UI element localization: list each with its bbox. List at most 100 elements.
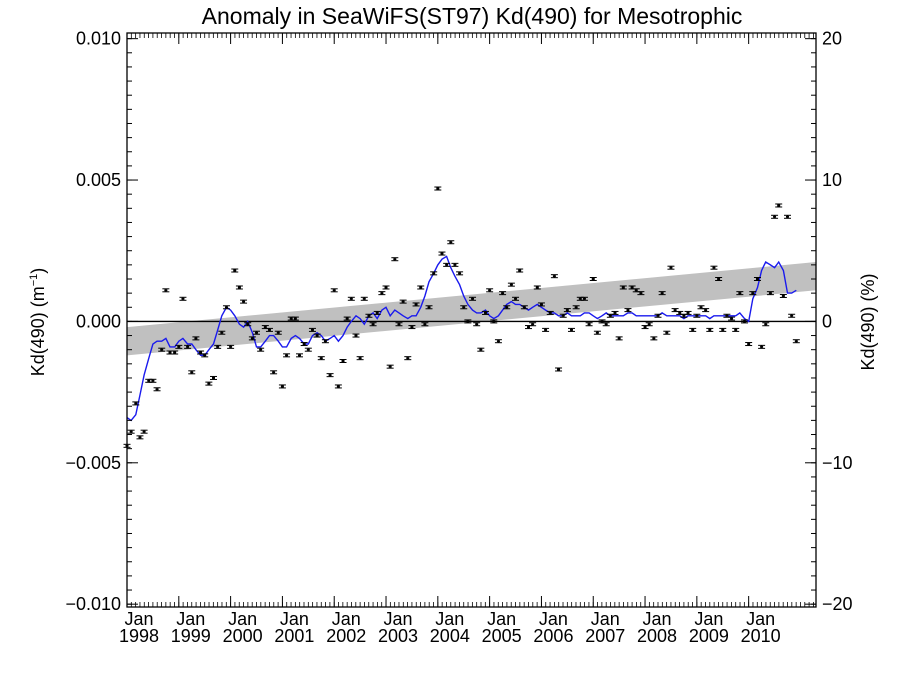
data-point [758,344,766,349]
y-tick-label-right: −20 [822,594,853,614]
axes-layer: −0.010 −0.005 0.000 0.005 0.010 −20 −10 0 10 20 Ja… [65,29,852,646]
y-tick-label-right: −10 [822,453,853,473]
data-point [520,305,528,310]
data-point [728,316,736,321]
data-point [516,268,524,273]
data-point [222,305,230,310]
data-point [399,299,407,304]
data-point [296,353,304,358]
data-point [771,214,779,219]
data-point [231,268,239,273]
plot-frame [126,32,817,608]
data-point [321,339,329,344]
x-tick-label: Jan 1999 [171,609,211,646]
chart-title: Anomaly in SeaWiFS(ST97) Kd(490) for Mes… [202,3,743,29]
data-point [447,240,455,245]
data-point [248,336,256,341]
data-point [339,359,347,363]
data-point [593,330,601,335]
data-point [188,370,196,375]
data-point [227,344,235,349]
data-point [352,333,360,338]
data-point [257,347,265,352]
data-point [719,327,727,332]
data-point [438,251,446,256]
data-point [736,291,744,296]
data-point [317,356,325,361]
data-point [274,330,282,335]
data-point [637,291,645,296]
data-point [589,277,597,281]
data-point [507,282,515,287]
y-tick-label-left: 0.010 [76,29,121,49]
data-point [127,429,135,434]
data-point [619,285,627,290]
x-tick-label: Jan 2006 [533,609,573,646]
data-point [749,291,757,296]
data-point [550,274,558,279]
data-point [555,367,563,372]
data-point [490,319,498,324]
data-point [766,291,774,296]
y-axis-label-left-superscript: −1 [28,274,40,287]
data-point [693,313,701,318]
data-point [391,257,399,262]
y-tick-label-right: 0 [822,311,832,331]
data-point [136,435,144,440]
data-point [278,384,286,389]
data-point [469,296,477,301]
data-point [645,322,653,327]
data-point [658,291,666,296]
data-point [313,333,321,338]
data-point [529,322,537,327]
data-point [343,316,351,321]
data-point [205,381,213,386]
data-point [417,285,425,290]
data-point [330,288,338,293]
data-point [684,310,692,315]
data-point [184,344,192,349]
data-point [451,262,459,267]
y-tick-label-right: 10 [822,170,842,190]
data-point [706,327,714,332]
data-point [235,285,243,290]
data-point [663,330,671,335]
x-tick-label: Jan 1998 [119,609,159,646]
data-point [158,347,166,352]
data-point [408,325,416,330]
data-point [291,316,299,321]
data-point [788,313,796,318]
data-point [283,353,291,358]
data-point [792,339,800,344]
x-tick-label: Jan 2000 [223,609,263,646]
data-point [567,327,575,332]
y-axis-label-left: Kd(490) (m−1) [28,268,48,377]
data-point [741,319,749,324]
data-point [253,330,261,335]
data-point [779,293,787,298]
data-point [356,356,364,361]
data-point [201,353,209,358]
data-point [171,350,179,355]
data-point [382,285,390,290]
smoothed-anomaly-line [126,255,797,422]
data-point [162,288,170,293]
data-point [580,296,588,301]
data-point [494,339,502,344]
data-point [624,308,632,313]
data-point [689,327,697,332]
data-point [512,296,520,301]
data-point [615,336,623,341]
data-point [373,310,381,315]
data-point [503,305,511,310]
data-point [784,214,792,219]
x-tick-label: Jan 2007 [585,609,625,646]
data-point [304,347,312,352]
x-tick-label: Jan 2005 [482,609,522,646]
data-point [464,319,472,324]
data-point [421,322,429,327]
data-point [473,322,481,327]
data-point [542,327,550,332]
data-point [378,291,386,296]
data-point [563,308,571,313]
